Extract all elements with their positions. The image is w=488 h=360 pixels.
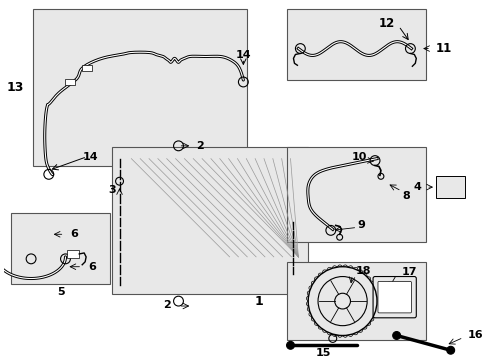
- Text: 13: 13: [7, 81, 24, 94]
- Bar: [65, 79, 75, 85]
- Text: 2: 2: [196, 141, 203, 151]
- Text: 14: 14: [235, 50, 251, 60]
- Text: 6: 6: [70, 229, 78, 239]
- Text: 12: 12: [378, 17, 394, 30]
- Text: 18: 18: [355, 266, 370, 276]
- Circle shape: [446, 346, 454, 354]
- Text: 9: 9: [357, 220, 365, 230]
- Text: 17: 17: [401, 267, 416, 276]
- Text: 11: 11: [435, 42, 451, 55]
- Text: 7: 7: [435, 189, 443, 202]
- Text: 2: 2: [163, 300, 170, 310]
- Bar: [111, 147, 307, 294]
- Text: 10: 10: [351, 152, 366, 162]
- Bar: [286, 9, 425, 80]
- Bar: [286, 262, 425, 341]
- Bar: [82, 65, 92, 71]
- Text: 16: 16: [467, 330, 482, 341]
- FancyBboxPatch shape: [372, 276, 415, 318]
- Bar: [67, 250, 79, 258]
- FancyBboxPatch shape: [377, 282, 410, 313]
- Bar: [435, 176, 465, 198]
- Circle shape: [392, 332, 400, 339]
- Text: 3: 3: [108, 185, 115, 195]
- Text: 6: 6: [88, 262, 96, 272]
- Circle shape: [286, 341, 294, 349]
- Text: 5: 5: [57, 287, 64, 297]
- Bar: [33, 9, 247, 166]
- Text: 8: 8: [402, 191, 409, 201]
- Bar: [286, 147, 425, 242]
- Text: 1: 1: [254, 294, 263, 307]
- Text: 14: 14: [82, 152, 98, 162]
- Bar: [11, 213, 109, 284]
- Text: 15: 15: [315, 348, 330, 358]
- Text: 4: 4: [412, 182, 420, 192]
